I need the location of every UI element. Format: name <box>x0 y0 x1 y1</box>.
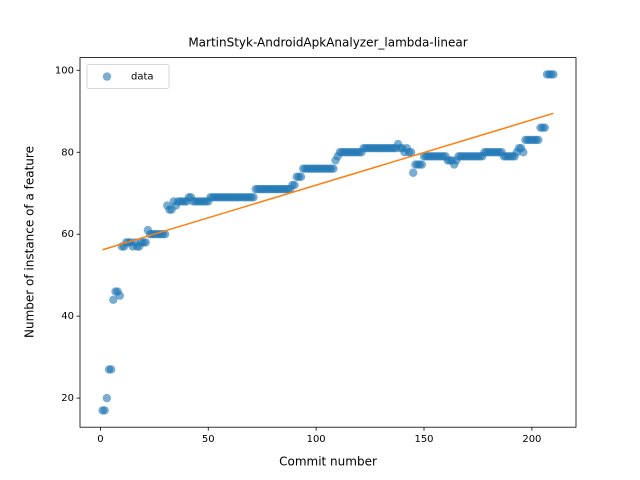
data-point <box>100 406 109 415</box>
y-tick-label: 80 <box>61 147 74 158</box>
data-point <box>417 160 427 169</box>
data-point <box>249 193 258 202</box>
y-tick-label: 20 <box>61 393 74 404</box>
data-point <box>102 393 112 403</box>
data-point <box>549 70 558 79</box>
x-tick-label: 100 <box>307 434 326 445</box>
data-point <box>141 238 150 247</box>
data-point <box>406 148 416 157</box>
y-tick-label: 60 <box>61 229 74 240</box>
data-point <box>329 164 338 173</box>
legend-marker <box>102 72 112 81</box>
data-point <box>296 172 306 182</box>
data-point <box>115 291 125 300</box>
x-tick-label: 200 <box>522 434 541 445</box>
data-point <box>519 148 528 157</box>
x-tick-label: 0 <box>97 434 103 445</box>
legend-label: data <box>131 72 154 83</box>
chart-title: MartinStyk-AndroidApkAnalyzer_lambda-lin… <box>188 36 467 50</box>
data-point <box>409 168 418 177</box>
x-tick-label: 150 <box>414 434 433 445</box>
x-tick-label: 50 <box>202 434 215 445</box>
plot-frame <box>79 57 577 428</box>
data-point <box>534 135 543 145</box>
y-axis-label: Number of instance of a feature <box>23 146 37 338</box>
y-tick-label: 40 <box>61 311 74 322</box>
data-point <box>290 180 299 190</box>
fit-line <box>102 112 554 251</box>
data-point <box>109 295 118 304</box>
y-tick-label: 100 <box>55 65 74 76</box>
data-point <box>540 123 550 132</box>
legend-box <box>86 64 170 89</box>
data-point <box>106 365 116 374</box>
x-axis-label: Commit number <box>279 455 377 469</box>
